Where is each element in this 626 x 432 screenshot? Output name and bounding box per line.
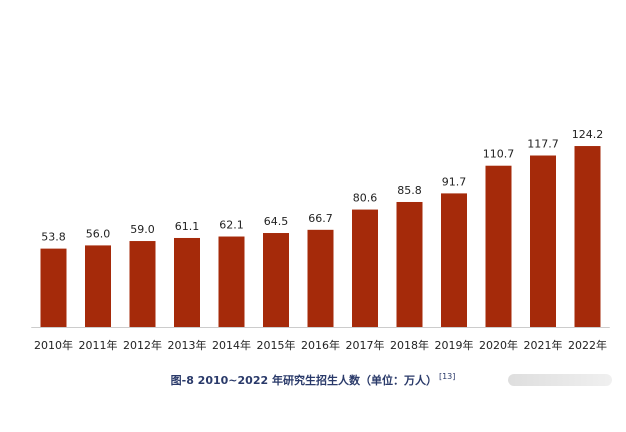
bar-2022年 bbox=[574, 146, 601, 327]
x-tick-label: 2016年 bbox=[301, 338, 340, 352]
value-label: 117.7 bbox=[527, 138, 559, 151]
value-label: 124.2 bbox=[572, 128, 604, 141]
x-tick-label: 2022年 bbox=[568, 338, 607, 352]
x-tick-label: 2012年 bbox=[123, 338, 162, 352]
bar-2014年 bbox=[218, 236, 245, 327]
bar-2020年 bbox=[485, 165, 512, 327]
x-tick-label: 2019年 bbox=[435, 338, 474, 352]
value-label: 56.0 bbox=[86, 227, 111, 240]
value-label: 80.6 bbox=[353, 192, 378, 205]
bar-2015年 bbox=[263, 233, 289, 327]
x-tick-label: 2013年 bbox=[168, 338, 207, 352]
value-label: 61.1 bbox=[175, 220, 200, 233]
x-tick-label: 2017年 bbox=[346, 338, 385, 352]
value-label: 85.8 bbox=[397, 184, 422, 197]
x-tick-label: 2021年 bbox=[524, 338, 563, 352]
x-tick-label: 2018年 bbox=[390, 338, 429, 352]
x-tick-label: 2015年 bbox=[257, 338, 296, 352]
value-label: 64.5 bbox=[264, 215, 289, 228]
value-label: 53.8 bbox=[41, 231, 66, 244]
watermark bbox=[508, 374, 612, 386]
x-tick-label: 2010年 bbox=[34, 338, 73, 352]
value-label: 91.7 bbox=[442, 175, 467, 188]
x-tick-label: 2011年 bbox=[79, 338, 118, 352]
x-tick-label: 2020年 bbox=[479, 338, 518, 352]
x-tick-label: 2014年 bbox=[212, 338, 251, 352]
bar-2012年 bbox=[129, 241, 156, 327]
chart-reference: [13] bbox=[438, 372, 456, 382]
bar-2013年 bbox=[174, 237, 200, 327]
bar-2021年 bbox=[530, 155, 556, 327]
bar-2010年 bbox=[40, 248, 67, 327]
bar-2016年 bbox=[307, 229, 334, 327]
bar-2018年 bbox=[396, 201, 423, 327]
chart-caption: 图-8 2010~2022 年研究生招生人数（单位：万人） [13] bbox=[0, 372, 626, 388]
value-label: 110.7 bbox=[483, 148, 515, 161]
bar-2011年 bbox=[85, 245, 111, 327]
bar-2017年 bbox=[352, 209, 378, 327]
value-label: 62.1 bbox=[219, 219, 244, 232]
bar-2019年 bbox=[441, 193, 467, 327]
value-label: 66.7 bbox=[308, 212, 333, 225]
chart-title: 图-8 2010~2022 年研究生招生人数（单位：万人） bbox=[170, 374, 437, 387]
value-label: 59.0 bbox=[130, 223, 155, 236]
